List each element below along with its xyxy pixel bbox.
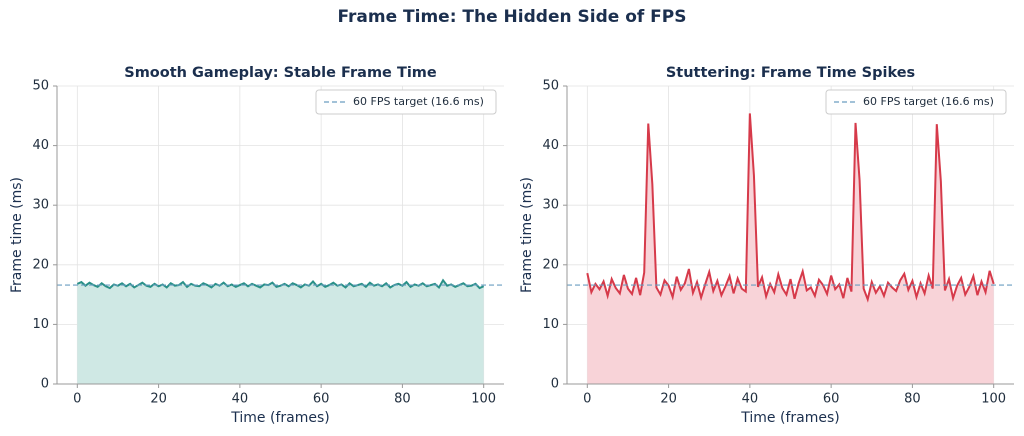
y-tick-label: 50 xyxy=(32,79,49,94)
legend-box xyxy=(825,89,1007,115)
x-axis-label: Time (frames) xyxy=(740,410,839,426)
y-axis-label: Frame time (ms) xyxy=(519,177,535,293)
x-tick-label: 0 xyxy=(583,392,591,407)
x-tick-label: 40 xyxy=(232,392,249,407)
area xyxy=(587,113,994,385)
legend-label: 60 FPS target (16.6 ms) xyxy=(353,95,484,108)
x-tick-label: 60 xyxy=(823,392,840,407)
y-tick-label: 0 xyxy=(551,377,559,392)
chart-title: Stuttering: Frame Time Spikes xyxy=(666,65,915,81)
area xyxy=(77,280,484,384)
legend: 60 FPS target (16.6 ms) xyxy=(315,89,497,115)
y-tick-label: 40 xyxy=(542,138,559,153)
y-tick-label: 30 xyxy=(32,198,49,213)
x-tick-label: 100 xyxy=(981,392,1006,407)
y-tick-label: 20 xyxy=(542,257,559,272)
x-tick-label: 40 xyxy=(742,392,759,407)
x-tick-label: 60 xyxy=(313,392,330,407)
x-tick-label: 80 xyxy=(904,392,921,407)
y-tick-label: 20 xyxy=(32,257,49,272)
x-tick-label: 20 xyxy=(660,392,677,407)
chart-title: Smooth Gameplay: Stable Frame Time xyxy=(124,65,437,81)
y-tick-label: 50 xyxy=(542,79,559,94)
y-tick-label: 10 xyxy=(542,317,559,332)
x-tick-label: 80 xyxy=(394,392,411,407)
line xyxy=(586,113,995,303)
y-tick-label: 10 xyxy=(32,317,49,332)
legend: 60 FPS target (16.6 ms) xyxy=(825,89,1007,115)
legend-box xyxy=(315,89,497,115)
legend-label: 60 FPS target (16.6 ms) xyxy=(863,95,994,108)
x-tick-label: 0 xyxy=(73,392,81,407)
y-tick-label: 30 xyxy=(542,198,559,213)
y-axis-label: Frame time (ms) xyxy=(9,177,25,293)
y-tick-label: 0 xyxy=(41,377,49,392)
x-tick-label: 20 xyxy=(150,392,167,407)
figure-title: Frame Time: The Hidden Side of FPS xyxy=(337,7,686,27)
x-tick-label: 100 xyxy=(471,392,496,407)
y-tick-label: 40 xyxy=(32,138,49,153)
x-axis-label: Time (frames) xyxy=(230,410,329,426)
